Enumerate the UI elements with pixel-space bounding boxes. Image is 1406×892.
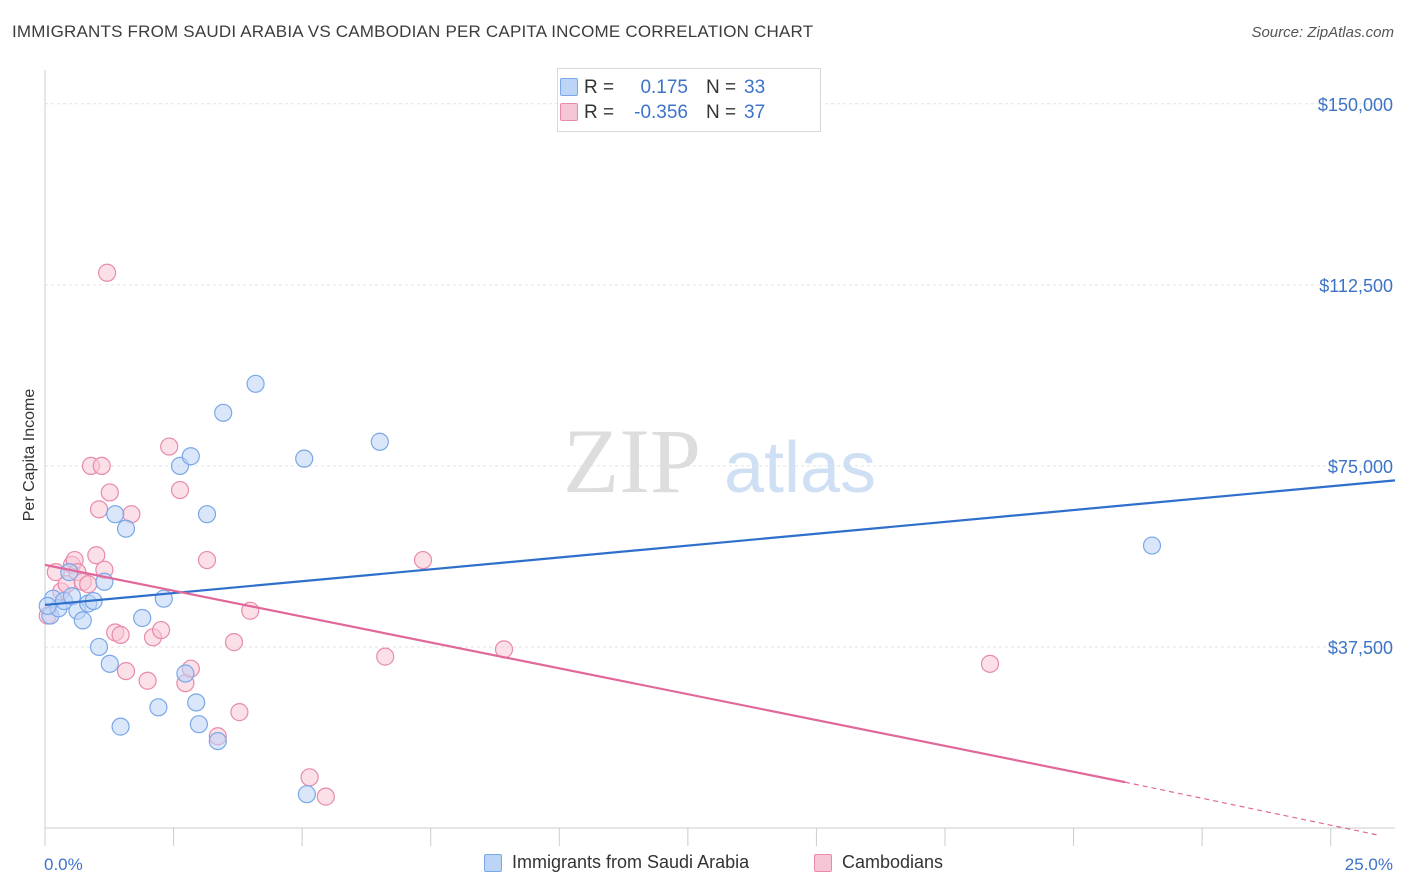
cambodian-point	[316, 787, 335, 806]
stats-n-value: 37	[744, 102, 766, 123]
saudi-trend-line	[44, 479, 1396, 607]
cambodian-point	[79, 575, 98, 594]
saudi-point	[246, 374, 265, 393]
legend-item-saudi[interactable]: Immigrants from Saudi Arabia	[484, 852, 749, 873]
legend-swatch-saudi	[484, 853, 502, 872]
cambodian-point	[197, 550, 217, 570]
legend-swatch-cambodians	[814, 853, 832, 872]
chart-title: IMMIGRANTS FROM SAUDI ARABIA VS CAMBODIA…	[12, 22, 814, 41]
stats-r-value: -0.356	[634, 102, 688, 123]
saudi-point	[297, 785, 316, 804]
saudi-point	[60, 563, 79, 582]
saudi-point	[106, 505, 125, 524]
saudi-point	[100, 654, 119, 673]
watermark-atlas: atlas	[724, 428, 876, 508]
stats-r-value: 0.175	[640, 77, 688, 98]
stats-row-saudi: R = 0.175 N = 33	[560, 76, 766, 100]
saudi-point	[89, 637, 109, 657]
saudi-point	[116, 519, 136, 538]
cambodian-point	[980, 654, 1000, 673]
stats-n-label: N =	[706, 77, 737, 98]
y-tick-label: $75,000	[1328, 457, 1393, 477]
legend: Immigrants from Saudi Arabia Cambodians	[0, 852, 1406, 876]
cambodian-point	[100, 483, 119, 502]
y-tick-label: $37,500	[1328, 638, 1393, 658]
stats-row-cambodians: R = -0.356 N = 37	[560, 101, 766, 125]
stats-swatch-cambodians	[560, 103, 578, 121]
axes	[44, 70, 1395, 846]
saudi-point	[295, 449, 314, 468]
saudi-point	[181, 447, 200, 466]
cambodian-trend-line	[44, 563, 1126, 784]
saudi-point	[1142, 536, 1162, 555]
cambodian-point	[160, 437, 179, 456]
cambodian-point	[97, 263, 117, 282]
cambodian-point	[224, 633, 244, 652]
y-tick-label: $112,500	[1319, 276, 1393, 296]
y-axis-label: Per Capita Income	[21, 389, 38, 522]
saudi-point	[111, 717, 130, 736]
saudi-point	[149, 698, 168, 717]
stats-box: R = 0.175 N = 33 R = -0.356 N = 37	[557, 68, 821, 132]
source-credit: Source: ZipAtlas.com	[1251, 24, 1394, 41]
saudi-point	[73, 611, 92, 630]
saudi-point	[208, 731, 227, 751]
stats-swatch-saudi	[560, 78, 578, 96]
legend-label-saudi: Immigrants from Saudi Arabia	[512, 852, 750, 872]
trend-lines	[44, 479, 1396, 836]
stats-r-label: R =	[584, 102, 615, 123]
x-tick-label: 0.0%	[44, 855, 83, 874]
saudi-point	[176, 664, 195, 683]
saudi-point	[197, 505, 217, 524]
saudi-point	[189, 715, 208, 734]
cambodian-point	[170, 480, 190, 500]
grid-lines	[45, 103, 1395, 648]
stats-n-value: 33	[744, 77, 766, 98]
cambodian-point	[138, 671, 157, 690]
cambodian-point	[300, 768, 319, 787]
stats-n-label: N =	[706, 102, 737, 123]
tick-labels: $37,500 $75,000 $112,500 $150,000 0.0% 25.0%	[44, 95, 1393, 874]
saudi-points	[38, 374, 1162, 804]
cambodian-point	[111, 625, 130, 644]
cambodian-point	[152, 620, 171, 640]
y-tick-label: $150,000	[1318, 95, 1393, 115]
x-tick-label: 25.0%	[1345, 855, 1393, 874]
saudi-point	[370, 432, 389, 451]
saudi-point	[38, 596, 57, 616]
cambodian-point	[230, 703, 249, 722]
cambodian-point	[89, 500, 109, 519]
watermark: ZIP atlas	[563, 410, 876, 512]
stats-r-label: R =	[584, 77, 615, 98]
cambodian-trend-extension	[1124, 781, 1379, 836]
watermark-zip: ZIP	[563, 410, 701, 512]
cambodian-point	[92, 456, 111, 475]
legend-item-cambodians[interactable]: Cambodians	[814, 852, 943, 873]
legend-label-cambodians: Cambodians	[842, 852, 944, 872]
cambodian-point	[87, 546, 106, 565]
saudi-point	[133, 608, 152, 628]
cambodian-point	[413, 550, 433, 570]
cambodians-points	[38, 263, 1000, 806]
cambodian-point	[116, 661, 136, 681]
saudi-point	[214, 403, 233, 422]
saudi-point	[187, 693, 206, 712]
cambodian-point	[376, 647, 395, 666]
